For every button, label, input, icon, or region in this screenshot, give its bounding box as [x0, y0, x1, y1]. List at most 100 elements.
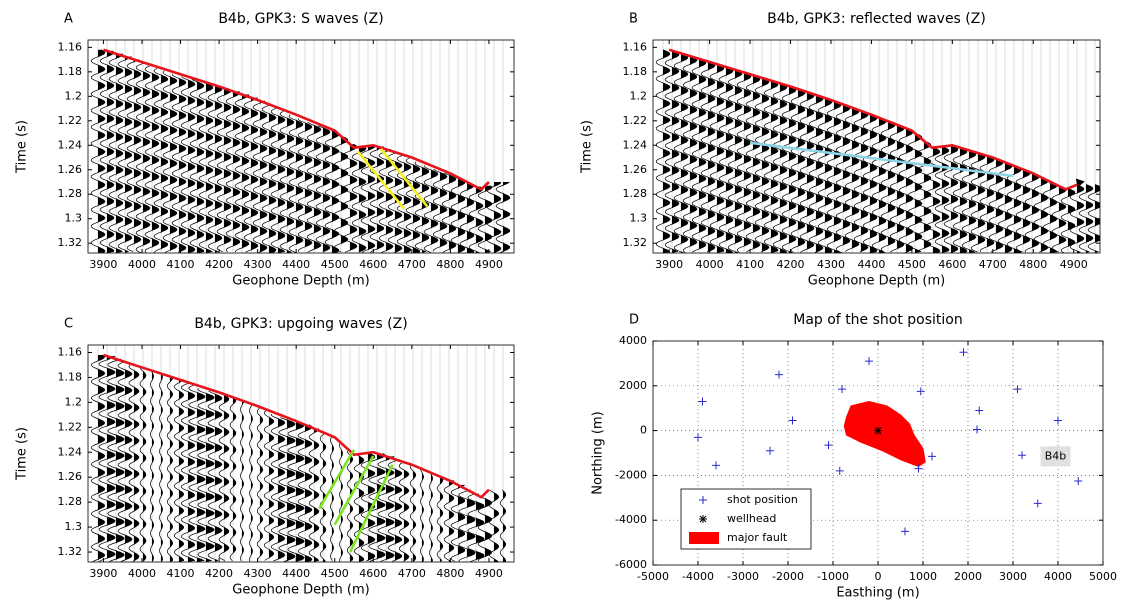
trace-fill — [915, 133, 922, 253]
trace-fill — [107, 50, 114, 253]
trace-fill — [708, 61, 715, 253]
y-axis-label: Time (s) — [15, 120, 30, 174]
legend-swatch — [699, 496, 707, 504]
x-tick-label: -4000 — [682, 570, 714, 583]
trace-wiggle — [360, 145, 376, 253]
y-tick-label: 0 — [640, 424, 647, 437]
legend-label: major fault — [727, 531, 788, 544]
trace-fill — [377, 146, 384, 253]
trace-fill — [224, 394, 229, 562]
trace-fill — [888, 121, 895, 253]
trace-wiggle — [781, 85, 797, 253]
trace-fill — [197, 385, 206, 562]
trace-fill — [269, 104, 276, 253]
legend-label: wellhead — [727, 512, 776, 525]
trace-fill — [116, 53, 123, 253]
x-tick-label: 4300 — [244, 567, 272, 580]
trace-wiggle — [655, 49, 671, 253]
trace-wiggle — [468, 186, 484, 253]
trace-fill — [368, 145, 375, 253]
trace-fill — [260, 100, 267, 253]
y-tick-label: 1.16 — [58, 40, 83, 53]
shot-marker — [1033, 499, 1042, 508]
trace-wiggle — [808, 94, 824, 253]
shot-marker — [694, 433, 702, 442]
legend-swatch — [699, 515, 707, 523]
trace-fill — [996, 158, 1003, 253]
x-axis-label: Geophone Depth (m) — [232, 274, 369, 289]
trace-fill — [726, 66, 733, 253]
trace-fill — [458, 177, 465, 253]
trace-fill — [933, 147, 940, 253]
trace-wiggle — [1078, 184, 1094, 253]
trace-wiggle — [128, 364, 140, 562]
x-tick-label: 5000 — [1089, 570, 1117, 583]
x-tick-label: 4600 — [359, 567, 387, 580]
trace-wiggle — [844, 107, 860, 252]
trace-wiggle — [261, 103, 277, 253]
trace-fill — [215, 391, 222, 562]
x-tick-label: 4100 — [167, 258, 195, 271]
y-tick-label: 1.32 — [623, 236, 648, 249]
y-tick-label: 1.32 — [58, 236, 83, 249]
y-tick-label: 1.28 — [623, 187, 648, 200]
trace-wiggle — [817, 97, 833, 253]
trace-fill — [771, 80, 778, 253]
pick-line — [318, 449, 356, 510]
trace-fill — [359, 454, 364, 562]
trace-fill — [458, 484, 465, 562]
panel-label: D — [629, 313, 639, 328]
trace-wiggle — [387, 458, 403, 562]
trace-wiggle — [278, 417, 296, 562]
trace-wiggle — [916, 140, 932, 253]
x-tick-label: 4200 — [205, 258, 233, 271]
trace-wiggle — [188, 384, 206, 562]
trace-fill — [359, 147, 366, 253]
trace-wiggle — [450, 484, 466, 562]
trace-wiggle — [1006, 165, 1022, 253]
trace-wiggle — [409, 465, 417, 562]
y-tick-label: 1.32 — [58, 545, 83, 558]
shot-marker — [835, 466, 844, 475]
trace-fill — [287, 417, 295, 562]
trace-fill — [717, 64, 724, 253]
trace-fill — [116, 359, 125, 562]
trace-wiggle — [117, 56, 133, 252]
trace-fill — [134, 364, 139, 562]
axes-frame — [87, 344, 515, 563]
y-axis-label: Northing (m) — [591, 411, 606, 494]
pick-line — [668, 48, 1079, 191]
y-tick-label: 1.2 — [65, 395, 83, 408]
trace-wiggle — [763, 80, 779, 252]
x-tick-label: -5000 — [637, 570, 669, 583]
trace-wiggle — [159, 373, 163, 562]
arrow-head — [1075, 178, 1085, 188]
trace-wiggle — [126, 59, 142, 252]
trace-wiggle — [139, 367, 147, 562]
trace-wiggle — [308, 428, 320, 561]
trace-fill — [287, 111, 294, 253]
x-axis-label: Geophone Depth (m) — [808, 274, 945, 289]
trace-wiggle — [664, 50, 680, 252]
x-tick-label: 4500 — [321, 258, 349, 271]
trace-fill — [951, 145, 958, 253]
trace-fill — [663, 49, 670, 253]
x-tick-label: 4800 — [1019, 258, 1047, 271]
trace-wiggle — [107, 358, 125, 562]
y-tick-label: 1.18 — [623, 65, 648, 78]
annotation-box — [1040, 446, 1071, 467]
trace-wiggle — [396, 154, 412, 253]
trace-wiggle — [459, 181, 475, 253]
trace-fill — [305, 424, 312, 562]
x-tick-label: 4900 — [1060, 258, 1088, 271]
x-tick-label: 4200 — [205, 567, 233, 580]
x-tick-label: 0 — [875, 570, 882, 583]
trace-wiggle — [889, 124, 905, 253]
trace-wiggle — [225, 91, 241, 253]
shot-marker — [901, 527, 909, 536]
trace-wiggle — [423, 165, 439, 253]
trace-wiggle — [315, 125, 331, 253]
trace-wiggle — [218, 393, 230, 561]
pick-line — [749, 141, 1014, 178]
trace-fill — [1023, 169, 1030, 253]
